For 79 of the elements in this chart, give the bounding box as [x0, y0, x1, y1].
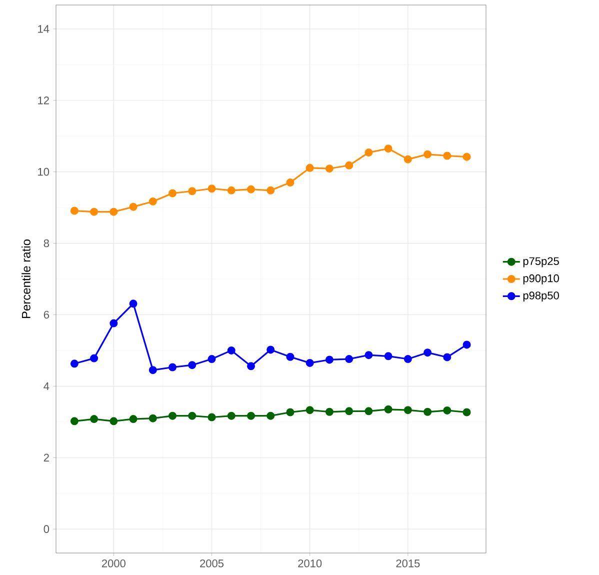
point — [384, 144, 392, 153]
legend-label: p75p25 — [523, 257, 559, 268]
point — [306, 164, 314, 172]
point — [148, 366, 157, 374]
point — [424, 348, 432, 357]
point — [345, 161, 354, 170]
point — [70, 360, 78, 368]
point — [168, 189, 177, 198]
point — [70, 206, 78, 215]
x-tick-label: 2005 — [200, 560, 224, 568]
point — [129, 300, 138, 308]
point — [148, 197, 157, 206]
point — [110, 319, 118, 328]
point — [90, 354, 98, 362]
point — [364, 148, 373, 157]
point — [90, 208, 98, 216]
point — [286, 408, 294, 416]
y-tick-label: 2 — [44, 454, 49, 462]
legend-label: p90p10 — [523, 274, 559, 284]
point — [168, 412, 177, 420]
point — [325, 356, 334, 364]
point — [325, 408, 334, 416]
y-tick-label: 0 — [44, 525, 50, 533]
point — [404, 355, 412, 364]
y-axis-title: Percentile ratio — [22, 240, 30, 318]
point — [148, 414, 157, 422]
x-tick-label: 2015 — [396, 560, 420, 568]
point — [110, 208, 118, 216]
x-tick-label: 2000 — [102, 560, 126, 568]
point — [462, 408, 471, 416]
point — [286, 352, 294, 361]
legend-label: p98p50 — [523, 292, 559, 302]
point — [129, 415, 138, 424]
y-tick-label: 10 — [38, 168, 50, 176]
point — [227, 412, 236, 420]
y-tick-label: 6 — [44, 310, 50, 319]
point — [325, 164, 334, 173]
point — [404, 155, 412, 164]
x-tick-label: 2010 — [298, 560, 322, 568]
point — [227, 186, 236, 194]
point — [188, 412, 196, 420]
point — [384, 352, 392, 360]
point — [462, 340, 471, 349]
point — [110, 417, 118, 426]
point — [208, 184, 216, 193]
point — [443, 406, 452, 414]
point — [90, 415, 98, 424]
point — [246, 362, 255, 370]
y-tick-label: 4 — [44, 382, 50, 390]
point — [384, 405, 392, 414]
point — [246, 185, 255, 194]
y-tick-label: 8 — [44, 239, 50, 248]
point — [70, 417, 78, 426]
point — [188, 187, 196, 196]
point — [129, 202, 138, 211]
point — [345, 355, 354, 364]
y-tick-label: 12 — [38, 96, 49, 104]
point — [266, 186, 275, 194]
y-tick-label: 14 — [38, 25, 50, 33]
point — [188, 361, 196, 370]
point — [443, 152, 452, 160]
point — [286, 178, 294, 187]
point — [227, 346, 236, 354]
point — [306, 406, 314, 414]
point — [266, 412, 275, 420]
point — [306, 358, 314, 367]
point — [443, 353, 452, 362]
point — [404, 406, 412, 414]
point — [246, 412, 255, 420]
point — [424, 408, 432, 416]
point — [208, 355, 216, 364]
point — [424, 150, 432, 158]
point — [364, 351, 373, 360]
point — [208, 413, 216, 422]
point — [462, 152, 471, 161]
point — [266, 346, 275, 354]
point — [168, 363, 177, 372]
point — [345, 407, 354, 416]
point — [364, 407, 373, 416]
